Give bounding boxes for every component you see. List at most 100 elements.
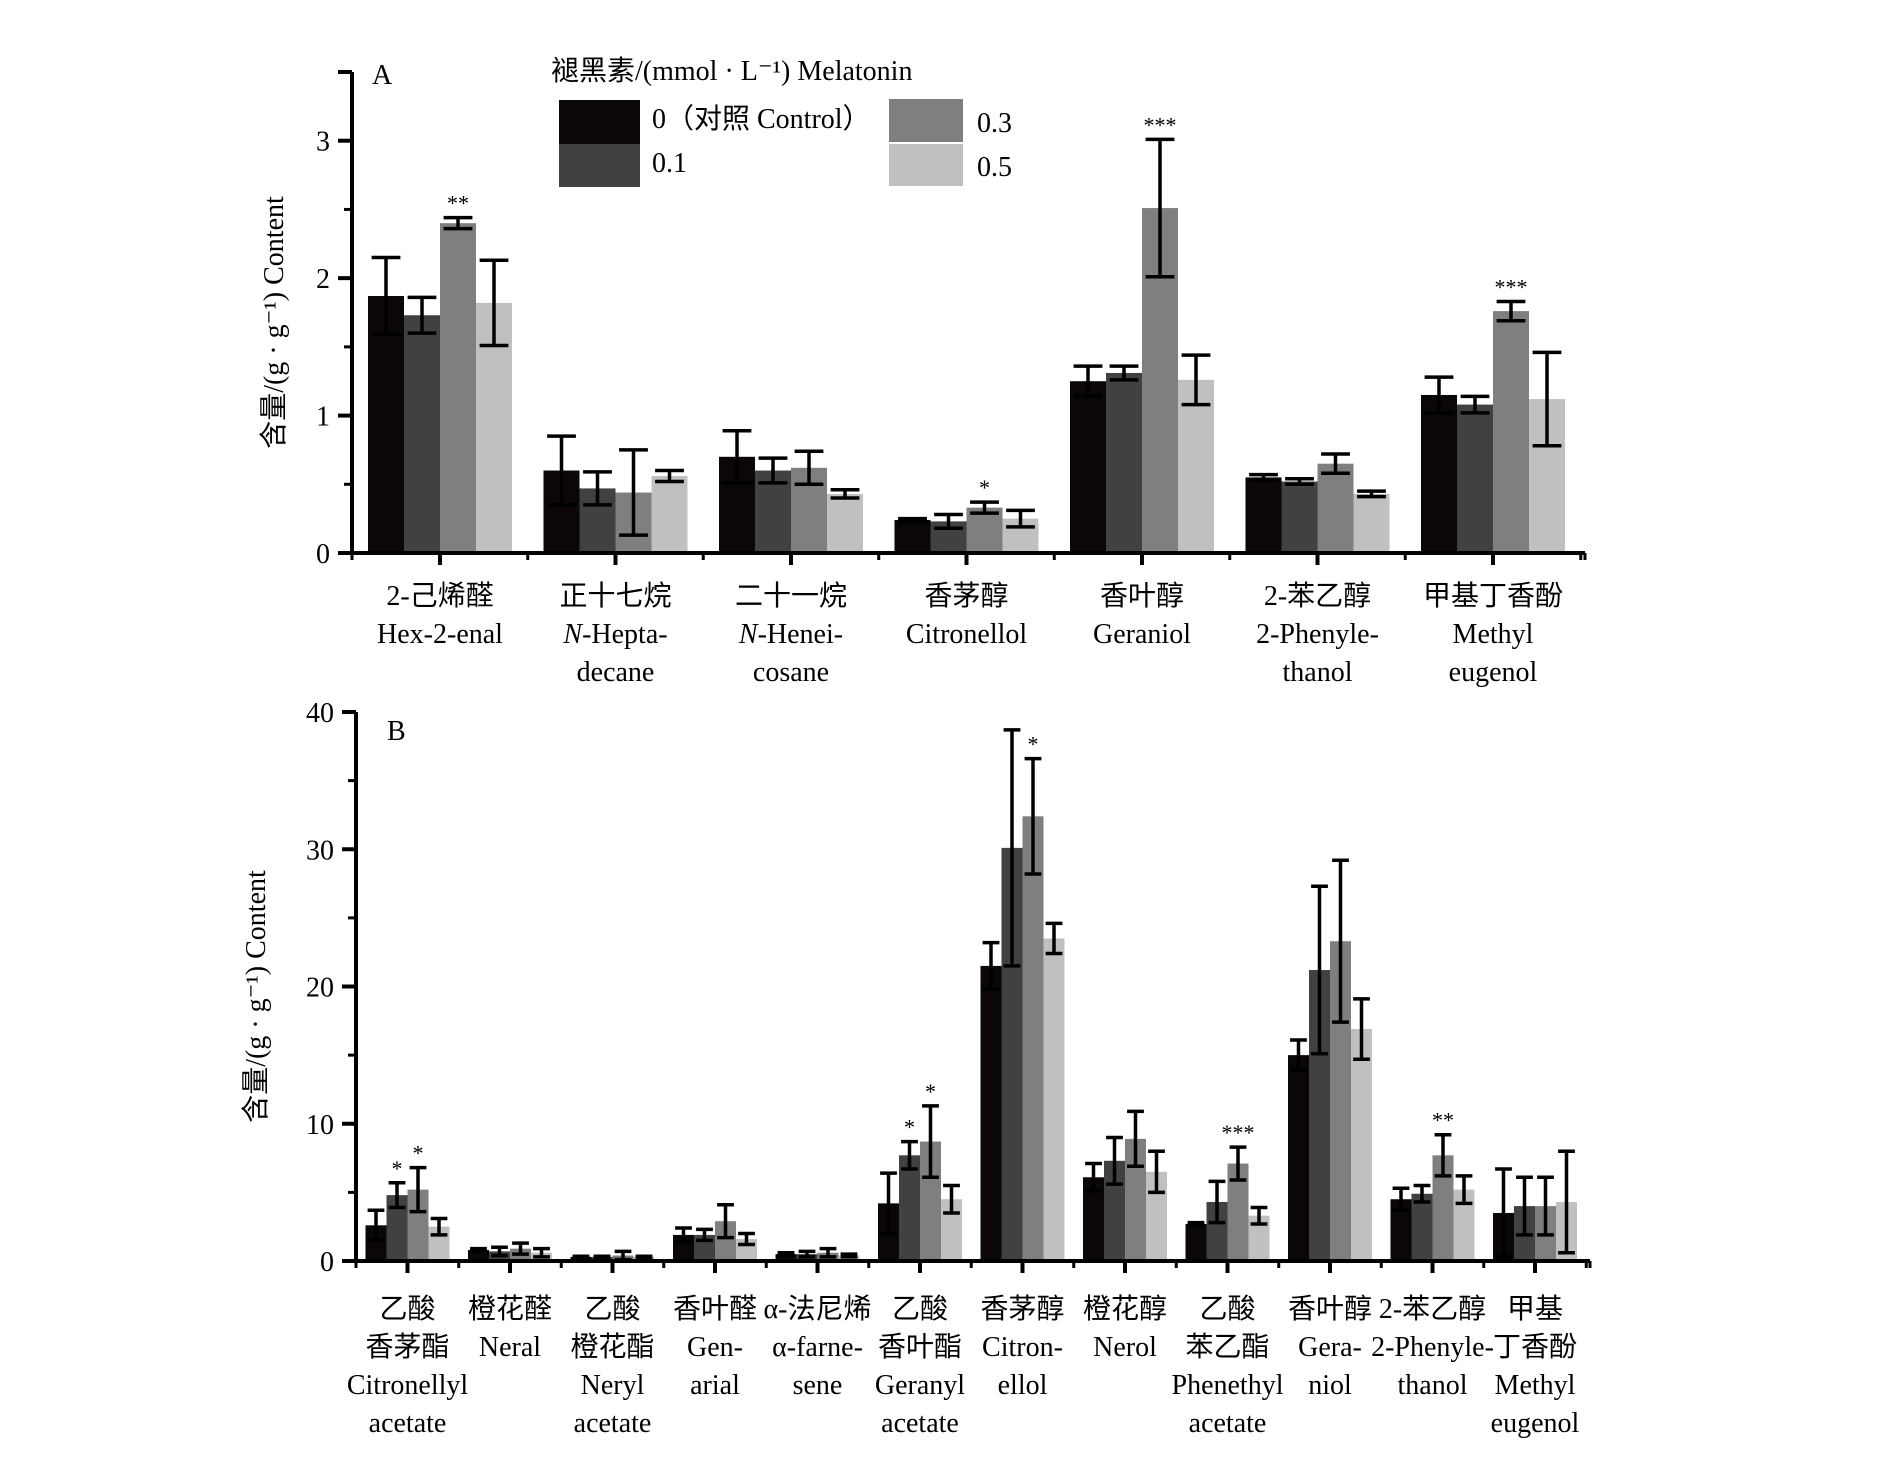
error-bar	[943, 1183, 960, 1215]
x-tick-label-line: 香叶醛	[673, 1293, 757, 1325]
x-tick-label: 香叶醛 Gen-arial	[673, 1293, 757, 1401]
bar	[1493, 311, 1529, 553]
error-bar	[722, 428, 752, 485]
x-tick-label: 甲基丁香酚 Methyl eugenol	[1491, 1293, 1580, 1439]
x-tick-label-line: Hex-2-enal	[377, 619, 503, 650]
significance-marker: ***	[1222, 1120, 1255, 1145]
bar	[1106, 372, 1142, 553]
x-tick-label-line: α-法尼烯	[764, 1293, 872, 1325]
x-tick-label-line: 橙花醇	[1083, 1293, 1167, 1325]
error-bar	[1127, 1109, 1144, 1169]
y-axis-label: 含量/(g · g⁻¹) Content	[258, 196, 290, 449]
chart-panel-b: 乙酸香茅酯 Citronellyl acetate 橙花醛 Neral 乙酸橙花酯 Nery…	[240, 698, 1592, 1439]
bar	[365, 1225, 387, 1261]
bar	[1309, 970, 1330, 1261]
x-tick-label-line: eugenol	[1449, 657, 1538, 688]
x-tick-label-line: Methyl	[1495, 1370, 1576, 1401]
error-bar	[1537, 1175, 1554, 1237]
x-tick-label-line: 二十一烷	[735, 580, 847, 612]
bar	[1043, 938, 1065, 1261]
x-tick-label-line: thanol	[1398, 1370, 1468, 1401]
error-bar	[1229, 1145, 1247, 1182]
bar	[1288, 1055, 1309, 1261]
panel-letter: A	[372, 60, 393, 91]
legend: 褪黑素/(mmol · L⁻¹) Melatonin 0（对照 Control）…	[551, 55, 1012, 187]
panel-letter: B	[387, 716, 406, 747]
x-tick-label: 乙酸香茅酯 Citronellyl acetate	[347, 1293, 469, 1439]
error-bar	[547, 434, 576, 507]
error-bar	[655, 468, 684, 484]
bar	[894, 520, 931, 553]
error-bar	[1003, 728, 1021, 968]
error-bar	[901, 1139, 918, 1171]
x-tick-label-line: Nerol	[1093, 1332, 1157, 1363]
error-bar	[572, 1254, 590, 1260]
x-tick-label-line: 香叶醇	[1100, 580, 1184, 612]
error-bar	[1249, 472, 1278, 482]
bar	[966, 507, 1003, 553]
bar	[1281, 481, 1318, 553]
error-bar	[479, 258, 509, 348]
error-bar	[934, 512, 963, 531]
error-bar	[1460, 394, 1490, 415]
bar	[1353, 493, 1390, 553]
bar	[1248, 1215, 1270, 1261]
y-tick-label: 3	[316, 127, 330, 158]
error-bar	[619, 448, 648, 537]
error-bar	[1073, 364, 1103, 399]
x-tick-label-line: arial	[690, 1370, 740, 1401]
error-bar	[1085, 1161, 1102, 1193]
error-bar	[593, 1254, 611, 1260]
significance-marker: **	[447, 191, 469, 216]
x-tick-label-line: 2-苯乙醇	[1264, 580, 1371, 612]
error-bar	[1424, 375, 1454, 415]
x-tick-label-line: 2-苯乙醇	[1379, 1293, 1486, 1325]
significance-marker: *	[1028, 732, 1039, 757]
x-tick-label-line: acetate	[574, 1408, 652, 1439]
x-tick-label-line: Gera-	[1298, 1332, 1362, 1363]
error-bar	[922, 1104, 939, 1180]
error-bar	[758, 456, 788, 485]
significance-marker: *	[925, 1079, 936, 1104]
error-bar	[1311, 884, 1328, 1056]
error-bar	[819, 1246, 837, 1259]
significance-marker: *	[979, 475, 990, 500]
bar	[1001, 847, 1023, 1261]
x-tick-label: 香叶醇 Geraniol	[1093, 580, 1191, 650]
x-tick-label-line: Neryl	[581, 1370, 645, 1401]
bar	[715, 1221, 736, 1261]
bar	[1185, 1223, 1207, 1261]
x-tick-label-line: 香叶酯	[878, 1331, 962, 1363]
y-tick-label: 1	[316, 402, 330, 433]
x-tick-label-line: sene	[793, 1370, 843, 1401]
y-tick-label: 0	[320, 1247, 334, 1278]
error-bar	[407, 295, 437, 335]
bar	[368, 296, 404, 553]
bar	[1125, 1138, 1146, 1261]
bar	[1178, 379, 1214, 553]
error-bar	[1353, 997, 1370, 1061]
bar	[1317, 463, 1354, 553]
error-bar	[1357, 489, 1386, 499]
bar	[1022, 816, 1044, 1261]
bar	[1421, 394, 1457, 553]
x-tick-label-line: 香茅醇	[980, 1293, 1064, 1325]
error-bar	[491, 1245, 508, 1258]
y-tick-label: 2	[316, 264, 330, 295]
error-bar	[583, 470, 612, 507]
x-tick-label: 乙酸橙花酯 Neryl acetate	[570, 1293, 654, 1439]
legend-swatch-3	[889, 144, 963, 186]
x-tick-label-line: 2-Phenyle-	[1256, 619, 1379, 650]
x-tick-label-line: Citronellol	[906, 619, 1028, 650]
x-tick-label-line: ellol	[998, 1370, 1048, 1401]
error-bar	[1332, 858, 1349, 1024]
x-tick-label-line: 香茅醇	[924, 580, 1008, 612]
x-tick-label-line: Neral	[479, 1332, 541, 1363]
significance-marker: *	[413, 1141, 424, 1166]
bar	[1070, 381, 1106, 553]
significance-marker: *	[904, 1115, 915, 1140]
error-bar	[470, 1246, 487, 1254]
bar	[1457, 404, 1493, 553]
bar	[775, 1254, 797, 1261]
error-bar	[1434, 1132, 1452, 1178]
